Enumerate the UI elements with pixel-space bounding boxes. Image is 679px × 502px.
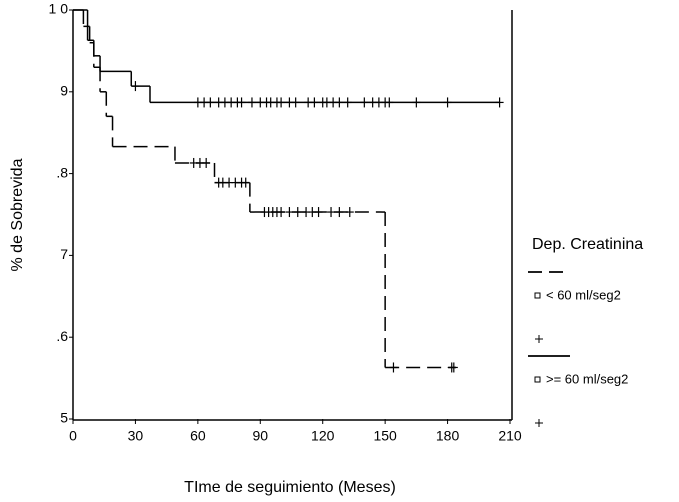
legend-label: >= 60 ml/seg2	[546, 371, 628, 386]
censor-mark	[360, 97, 369, 108]
censor-mark	[412, 97, 421, 108]
x-tick-label: 30	[128, 428, 144, 444]
y-tick-label: 1 0	[49, 1, 69, 17]
censor-mark	[247, 97, 256, 108]
y-tick-label: .8	[56, 164, 68, 180]
censor-mark	[202, 157, 211, 168]
y-tick-label: 9	[60, 83, 68, 99]
censor-mark	[241, 177, 250, 188]
x-tick-label: 120	[311, 428, 335, 444]
censor-mark	[314, 207, 323, 218]
x-tick-label: 90	[252, 428, 268, 444]
y-tick-label: 5	[60, 410, 68, 426]
censor-mark	[343, 97, 352, 108]
censor-mark	[237, 97, 246, 108]
y-tick-label: .6	[56, 328, 68, 344]
censor-mark	[385, 97, 394, 108]
censor-mark	[131, 81, 140, 92]
y-axis-label: % de Sobrevida	[9, 158, 26, 271]
legend-symbol	[534, 292, 541, 299]
censor-mark	[310, 97, 319, 108]
censor-mark	[293, 207, 302, 218]
x-tick-label: 0	[69, 428, 77, 444]
legend-label: < 60 ml/seg2	[546, 287, 621, 302]
censor-mark	[277, 97, 286, 108]
x-axis-label: TIme de seguimiento (Meses)	[184, 479, 396, 496]
censor-mark	[335, 97, 344, 108]
censor-mark	[389, 362, 398, 373]
x-tick-label: 210	[498, 428, 522, 444]
x-tick-label: 150	[373, 428, 397, 444]
censor-mark	[345, 207, 354, 218]
legend-title: Dep. Creatinina	[532, 236, 643, 253]
legend-symbol	[534, 376, 541, 383]
x-tick-label: 60	[190, 428, 206, 444]
censor-mark	[335, 207, 344, 218]
censor-mark	[285, 207, 294, 218]
censor-mark	[206, 97, 215, 108]
y-tick-label: 7	[60, 246, 68, 262]
censor-mark	[277, 207, 286, 218]
censor-mark	[449, 362, 458, 373]
censor-mark	[327, 207, 336, 218]
x-tick-label: 180	[436, 428, 460, 444]
censor-mark	[291, 97, 300, 108]
censor-mark	[495, 97, 504, 108]
censor-mark	[443, 97, 452, 108]
